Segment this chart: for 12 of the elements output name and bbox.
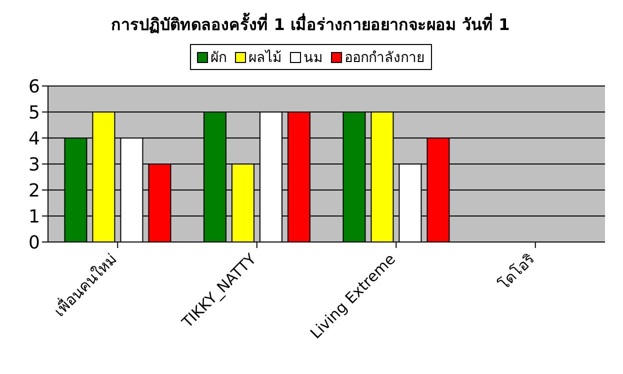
y-tick-label: 6 (28, 76, 40, 98)
legend-label: ผลไม้ (248, 48, 282, 68)
y-tick-label: 5 (28, 102, 40, 124)
legend-label: ผัก (210, 49, 226, 68)
y-tick-label: 2 (28, 180, 40, 202)
legend-label: ออกกำลังกาย (344, 49, 424, 68)
y-tick-label: 0 (28, 232, 40, 254)
y-tick-label: 4 (28, 128, 40, 150)
legend-label: นม (302, 49, 322, 68)
y-tick-label: 1 (28, 206, 40, 228)
y-tick-label: 3 (28, 154, 40, 176)
chart-title: การปฏิบัติทดลองครั้งที่ 1 เมื่อร่างกายอยากจะผอม วันที่ 1 (110, 12, 511, 36)
